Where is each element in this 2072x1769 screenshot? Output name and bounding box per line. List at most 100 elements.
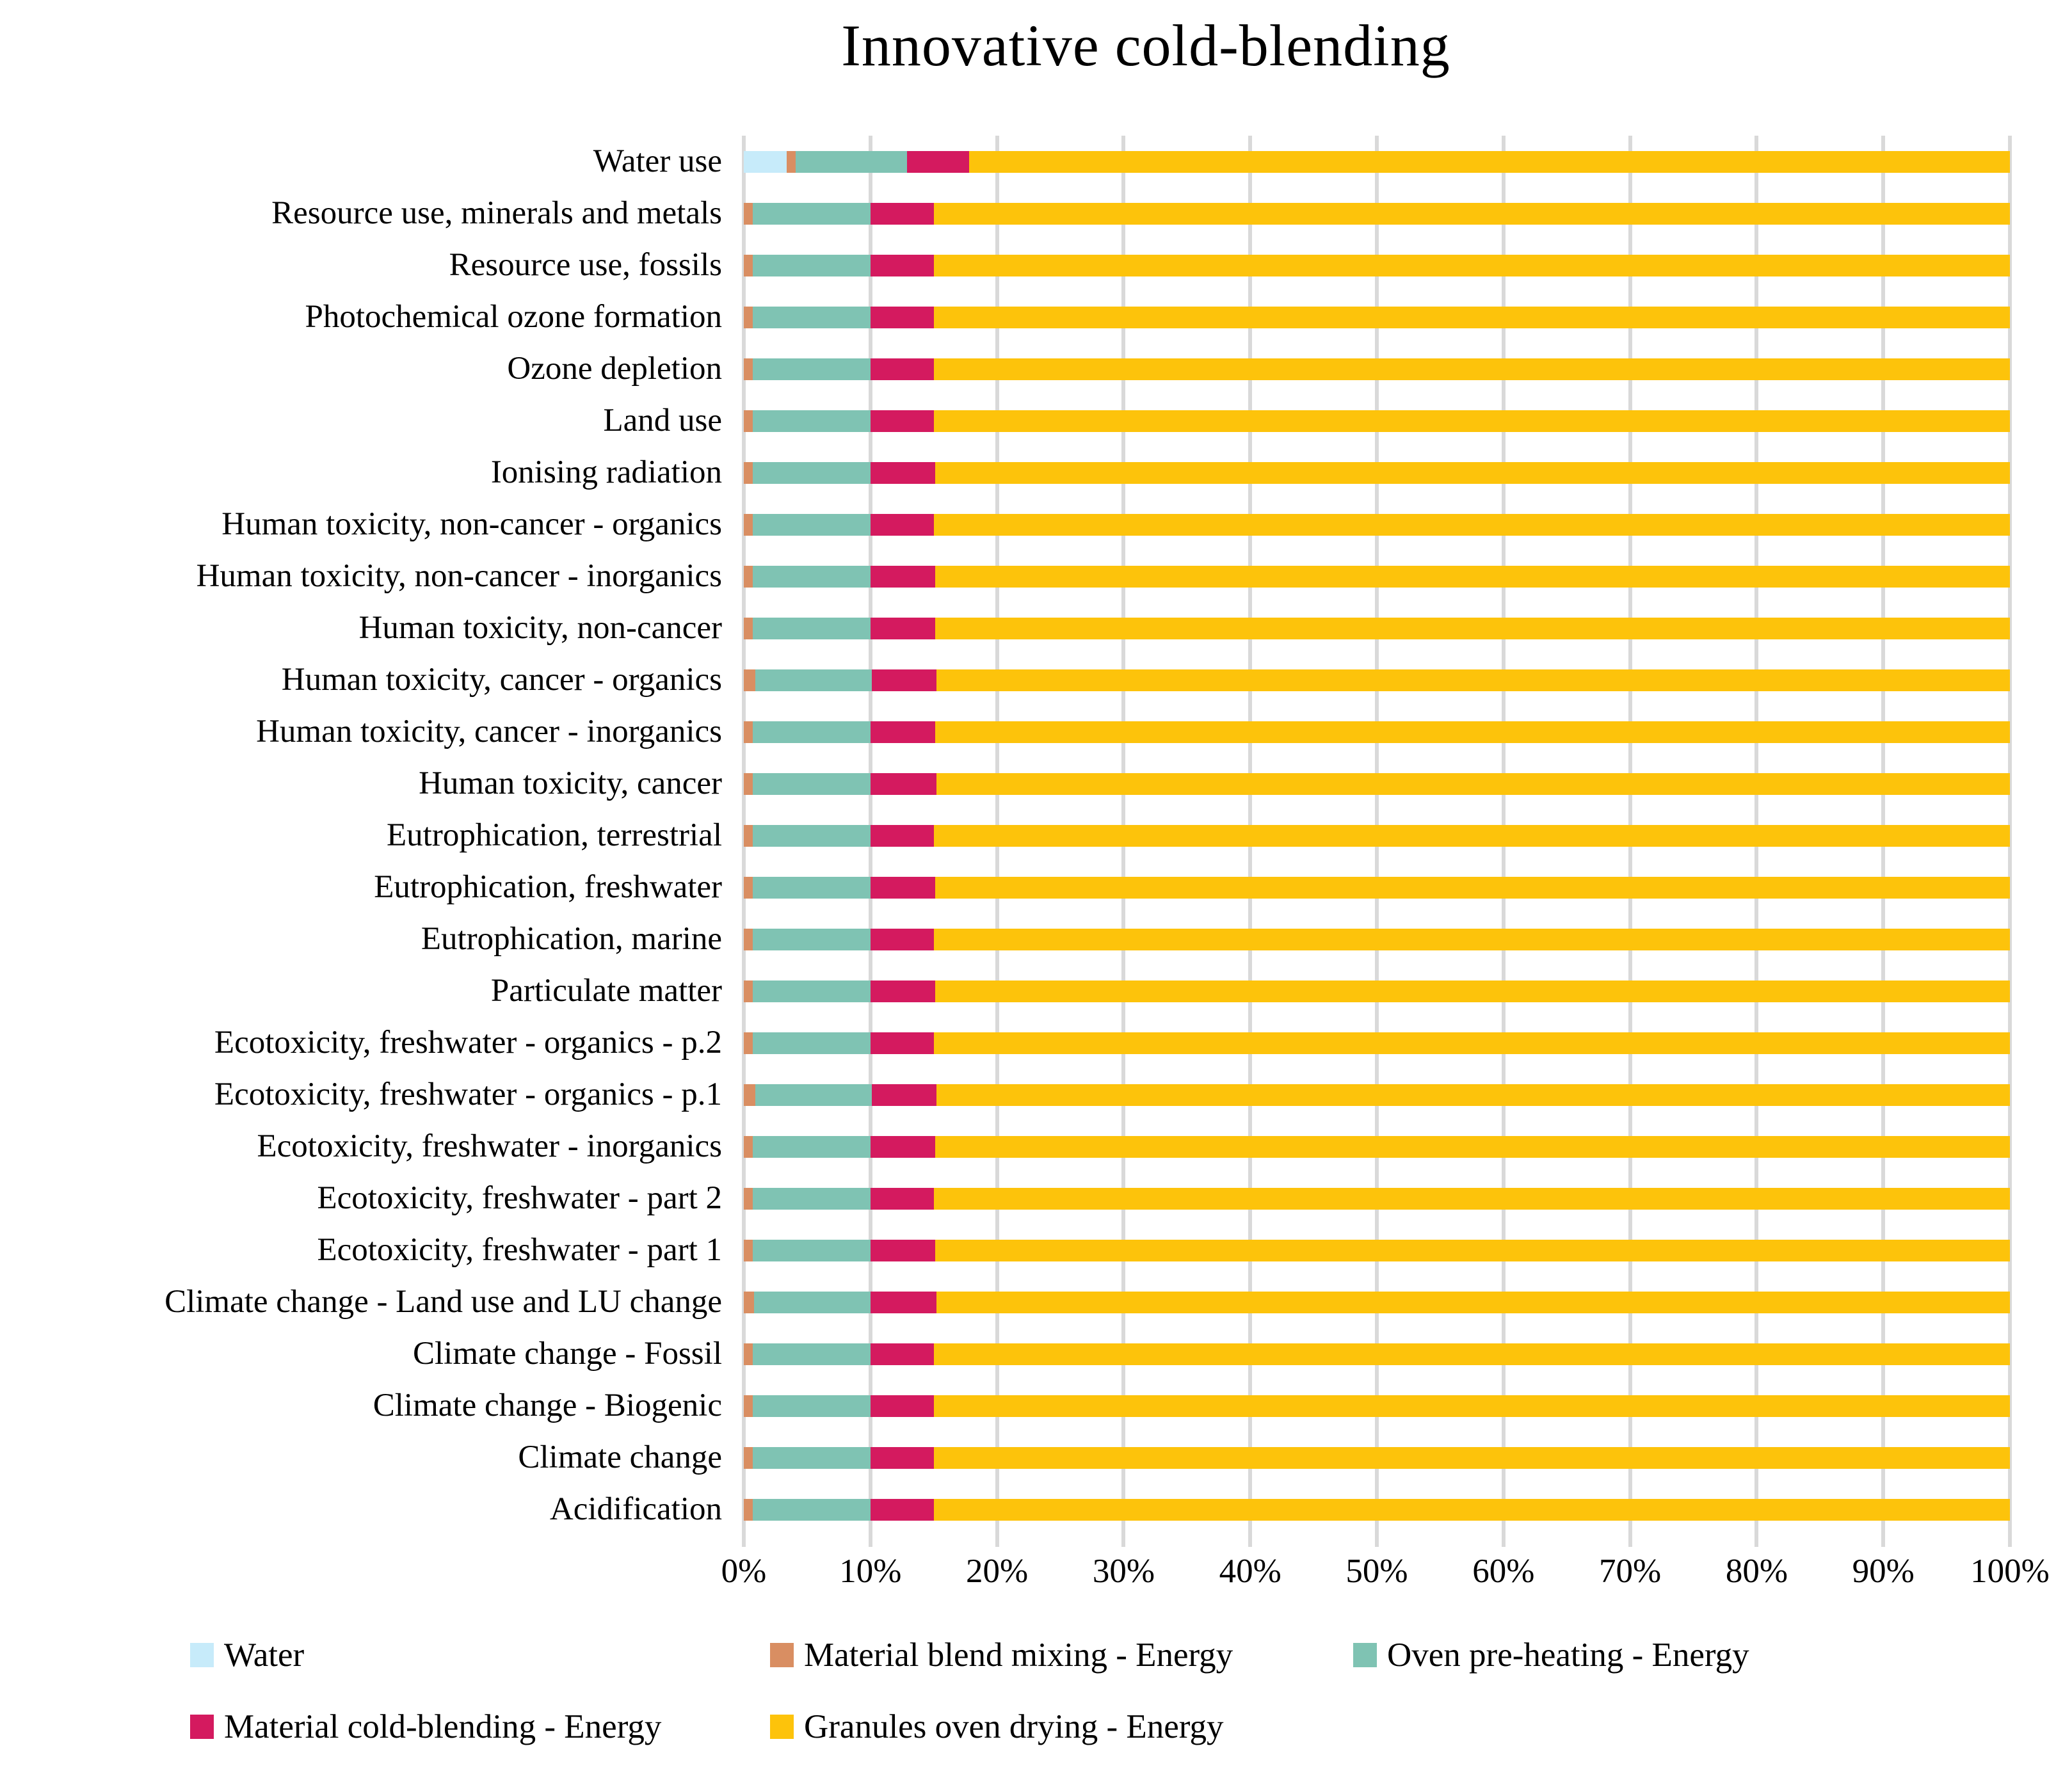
bar-segment-granules-oven-drying-energy	[933, 1395, 2010, 1417]
bar-segment-material-cold-blending-energy	[870, 1239, 935, 1261]
category-label: Resource use, minerals and metals	[271, 195, 722, 231]
category-label: Eutrophication, freshwater	[374, 869, 722, 905]
bar-segment-material-blend-mixing-energy	[744, 1032, 753, 1054]
bar-segment-material-blend-mixing-energy	[744, 461, 753, 484]
bar-segment-material-blend-mixing-energy	[744, 410, 753, 432]
bar-row	[744, 876, 2010, 899]
category-label: Ecotoxicity, freshwater - part 1	[317, 1232, 722, 1268]
category-label: Eutrophication, marine	[421, 921, 722, 957]
bar-row	[744, 410, 2010, 432]
bar-segment-material-blend-mixing-energy	[744, 980, 753, 1002]
bar-segment-material-cold-blending-energy	[870, 461, 935, 484]
bar-segment-granules-oven-drying-energy	[935, 980, 2010, 1002]
bar-segment-granules-oven-drying-energy	[935, 876, 2010, 899]
bar-segment-material-blend-mixing-energy	[744, 721, 753, 743]
bar-segment-oven-pre-heating-energy	[752, 461, 871, 484]
bar-segment-material-cold-blending-energy	[871, 669, 936, 691]
category-label: Ecotoxicity, freshwater - inorganics	[257, 1128, 722, 1164]
bar-segment-oven-pre-heating-energy	[752, 565, 871, 588]
bar-row	[744, 824, 2010, 847]
legend-item: Water	[190, 1636, 304, 1674]
category-label: Ecotoxicity, freshwater - organics - p.1	[214, 1077, 722, 1112]
bar-row	[744, 1343, 2010, 1365]
bar-segment-oven-pre-heating-energy	[752, 617, 871, 639]
category-label: Particulate matter	[490, 973, 722, 1009]
bar-row	[744, 669, 2010, 691]
bar-row	[744, 254, 2010, 276]
bar-row	[744, 1239, 2010, 1261]
bar-segment-oven-pre-heating-energy	[752, 513, 871, 536]
bar-segment-material-cold-blending-energy	[870, 1343, 934, 1365]
bar-segment-material-blend-mixing-energy	[787, 150, 796, 173]
bar-segment-granules-oven-drying-energy	[933, 928, 2010, 950]
bar-segment-oven-pre-heating-energy	[752, 1343, 871, 1365]
bar-segment-granules-oven-drying-energy	[933, 202, 2010, 225]
bar-segment-material-cold-blending-energy	[870, 1498, 934, 1521]
bar-row	[744, 202, 2010, 225]
bar-segment-oven-pre-heating-energy	[752, 1446, 871, 1469]
bar-row	[744, 1187, 2010, 1210]
legend-swatch-material-blend-mixing-energy	[770, 1643, 794, 1667]
x-tick-label: 40%	[1219, 1553, 1281, 1590]
bar-segment-material-blend-mixing-energy	[744, 513, 753, 536]
bar-segment-oven-pre-heating-energy	[752, 928, 871, 950]
bar-segment-material-cold-blending-energy	[870, 202, 934, 225]
category-label: Climate change - Biogenic	[373, 1388, 722, 1423]
bar-segment-material-cold-blending-energy	[870, 358, 934, 380]
bar-segment-oven-pre-heating-energy	[752, 824, 871, 847]
bar-segment-oven-pre-heating-energy	[752, 202, 871, 225]
legend-swatch-water	[190, 1643, 214, 1667]
bar-segment-material-blend-mixing-energy	[744, 772, 753, 795]
bar-segment-oven-pre-heating-energy	[752, 358, 871, 380]
bar-segment-water	[744, 150, 787, 173]
bar-row	[744, 1032, 2010, 1054]
bar-segment-material-cold-blending-energy	[870, 876, 935, 899]
bar-segment-material-cold-blending-energy	[870, 254, 934, 276]
bar-row	[744, 1446, 2010, 1469]
bar-segment-granules-oven-drying-energy	[935, 461, 2010, 484]
category-label: Ozone depletion	[507, 351, 722, 387]
x-tick-label: 100%	[1970, 1553, 2050, 1590]
bar-segment-oven-pre-heating-energy	[753, 1291, 871, 1313]
legend-label: Oven pre-heating - Energy	[1387, 1637, 1749, 1674]
bar-segment-material-blend-mixing-energy	[744, 617, 753, 639]
bar-row	[744, 617, 2010, 639]
x-tick-label: 50%	[1345, 1553, 1408, 1590]
bar-segment-material-cold-blending-energy	[870, 824, 934, 847]
bar-segment-material-cold-blending-energy	[870, 980, 935, 1002]
bar-segment-material-blend-mixing-energy	[744, 1446, 753, 1469]
legend-item: Material blend mixing - Energy	[770, 1636, 1233, 1674]
category-label: Human toxicity, non-cancer	[358, 610, 722, 646]
x-tick-label: 80%	[1725, 1553, 1788, 1590]
bar-segment-granules-oven-drying-energy	[933, 358, 2010, 380]
bar-segment-granules-oven-drying-energy	[936, 1084, 2010, 1106]
x-tick-label: 30%	[1092, 1553, 1155, 1590]
bar-segment-oven-pre-heating-energy	[752, 1395, 871, 1417]
bar-row	[744, 150, 2010, 173]
bar-segment-granules-oven-drying-energy	[935, 721, 2010, 743]
bar-segment-oven-pre-heating-energy	[752, 721, 871, 743]
bar-segment-granules-oven-drying-energy	[936, 1291, 2010, 1313]
legend-item: Granules oven drying - Energy	[770, 1708, 1223, 1746]
bar-row	[744, 358, 2010, 380]
bar-segment-granules-oven-drying-energy	[935, 1135, 2010, 1158]
bar-segment-material-cold-blending-energy	[870, 1395, 934, 1417]
category-label: Human toxicity, cancer	[419, 765, 722, 801]
legend-swatch-material-cold-blending-energy	[190, 1715, 214, 1739]
bar-segment-material-cold-blending-energy	[870, 1032, 934, 1054]
bar-segment-material-cold-blending-energy	[870, 1291, 936, 1313]
bar-segment-granules-oven-drying-energy	[933, 824, 2010, 847]
bar-segment-granules-oven-drying-energy	[936, 669, 2010, 691]
bar-segment-material-blend-mixing-energy	[744, 1084, 755, 1106]
bar-segment-granules-oven-drying-energy	[933, 1187, 2010, 1210]
bar-segment-material-blend-mixing-energy	[744, 1498, 753, 1521]
x-tick-label: 60%	[1472, 1553, 1535, 1590]
bar-row	[744, 721, 2010, 743]
bar-segment-material-cold-blending-energy	[870, 513, 934, 536]
bar-row	[744, 928, 2010, 950]
bar-segment-oven-pre-heating-energy	[752, 980, 871, 1002]
bar-segment-oven-pre-heating-energy	[752, 1135, 871, 1158]
category-label: Ecotoxicity, freshwater - part 2	[317, 1180, 722, 1216]
bar-segment-granules-oven-drying-energy	[935, 1239, 2010, 1261]
